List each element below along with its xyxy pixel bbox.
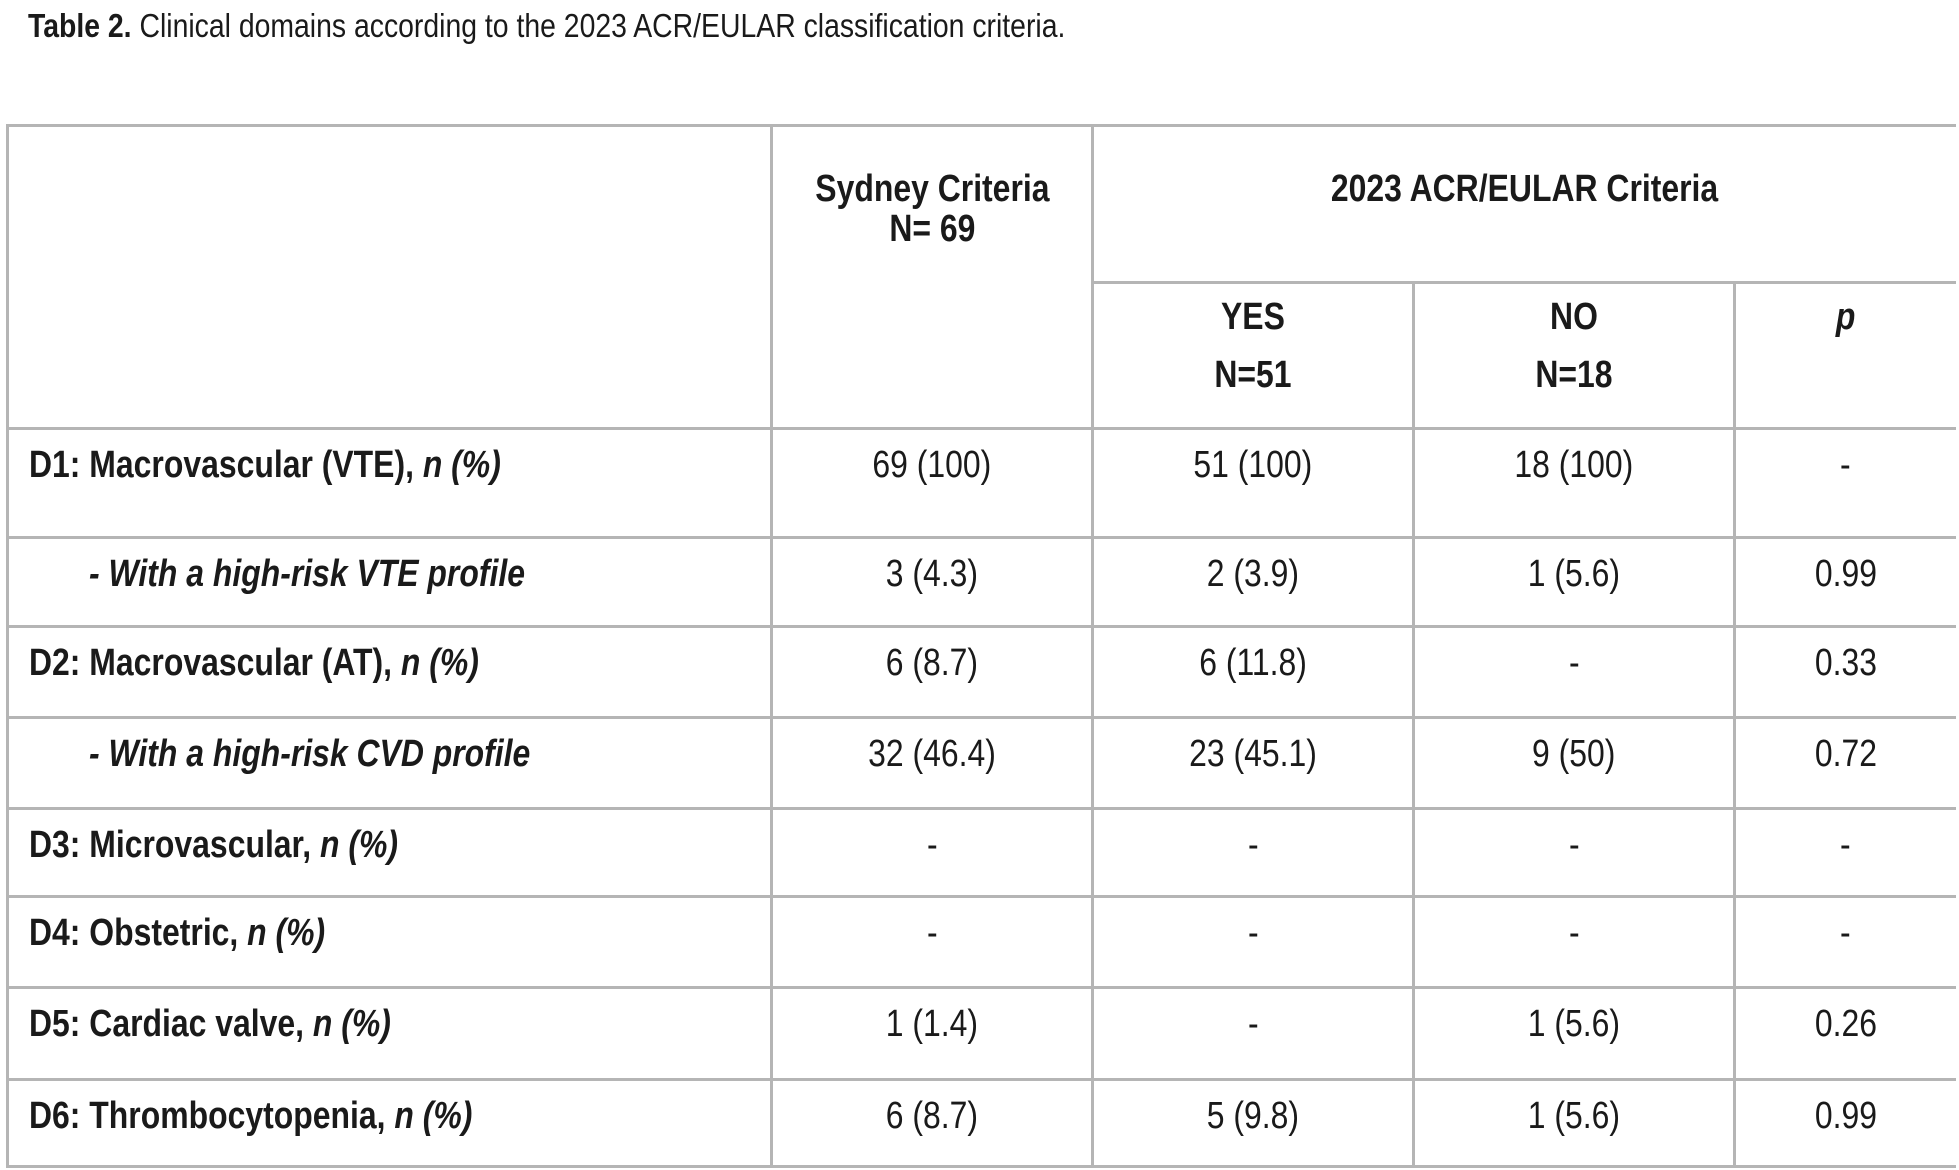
cell-p: - bbox=[1732, 895, 1956, 989]
cell-no: - bbox=[1412, 895, 1736, 989]
table-row: D4: Obstetric, n (%) - - - - bbox=[6, 895, 1956, 989]
cell-no: 1 (5.6) bbox=[1412, 1078, 1736, 1168]
table-row: D1: Macrovascular (VTE), n (%) 69 (100) … bbox=[6, 427, 1956, 539]
header-yes-n: N=51 bbox=[1214, 354, 1292, 396]
cell-sydney: - bbox=[770, 895, 1094, 989]
header-sydney: Sydney Criteria N= 69 bbox=[770, 124, 1094, 430]
row-label: D3: Microvascular, n (%) bbox=[6, 807, 773, 898]
cell-no: 1 (5.6) bbox=[1412, 986, 1736, 1081]
row-label: D1: Macrovascular (VTE), n (%) bbox=[6, 427, 773, 539]
cell-yes: 5 (9.8) bbox=[1091, 1078, 1415, 1168]
header-yes-title: YES bbox=[1221, 296, 1285, 338]
row-label: D5: Cardiac valve, n (%) bbox=[6, 986, 773, 1081]
cell-p: - bbox=[1732, 807, 1956, 898]
cell-sydney: 32 (46.4) bbox=[770, 716, 1094, 810]
header-acr-eular-title: 2023 ACR/EULAR Criteria bbox=[1331, 168, 1719, 210]
cell-sydney: 69 (100) bbox=[770, 427, 1094, 539]
clinical-domains-table: Sydney Criteria N= 69 2023 ACR/EULAR Cri… bbox=[6, 124, 1956, 1168]
header-yes: YES N=51 bbox=[1091, 281, 1415, 430]
header-sydney-title: Sydney Criteria bbox=[814, 168, 1050, 210]
table-row: - With a high-risk VTE profile 3 (4.3) 2… bbox=[6, 536, 1956, 628]
table-caption-label: Table 2. bbox=[28, 7, 132, 44]
cell-yes: 23 (45.1) bbox=[1091, 716, 1415, 810]
header-no: NO N=18 bbox=[1412, 281, 1736, 430]
cell-yes: 51 (100) bbox=[1091, 427, 1415, 539]
cell-yes: 2 (3.9) bbox=[1091, 536, 1415, 628]
table-row: D5: Cardiac valve, n (%) 1 (1.4) - 1 (5.… bbox=[6, 986, 1956, 1081]
cell-p: - bbox=[1732, 427, 1956, 539]
cell-p: 0.26 bbox=[1732, 986, 1956, 1081]
cell-no: 9 (50) bbox=[1412, 716, 1736, 810]
header-no-n: N=18 bbox=[1535, 354, 1613, 396]
cell-no: - bbox=[1412, 625, 1736, 719]
table-row: - With a high-risk CVD profile 32 (46.4)… bbox=[6, 716, 1956, 810]
cell-sydney: - bbox=[770, 807, 1094, 898]
table-row: D2: Macrovascular (AT), n (%) 6 (8.7) 6 … bbox=[6, 625, 1956, 719]
table-caption-text: Clinical domains according to the 2023 A… bbox=[131, 7, 1066, 44]
cell-no: - bbox=[1412, 807, 1736, 898]
cell-p: 0.72 bbox=[1732, 716, 1956, 810]
row-label: D6: Thrombocytopenia, n (%) bbox=[6, 1078, 773, 1168]
cell-yes: 6 (11.8) bbox=[1091, 625, 1415, 719]
header-sydney-n: N= 69 bbox=[888, 208, 976, 250]
cell-yes: - bbox=[1091, 807, 1415, 898]
header-p: p bbox=[1732, 281, 1956, 430]
table-caption: Table 2. Clinical domains according to t… bbox=[28, 4, 1065, 48]
cell-p: 0.99 bbox=[1732, 536, 1956, 628]
cell-no: 18 (100) bbox=[1412, 427, 1736, 539]
cell-sydney: 6 (8.7) bbox=[770, 625, 1094, 719]
header-empty-cell bbox=[6, 124, 773, 430]
table-row: D6: Thrombocytopenia, n (%) 6 (8.7) 5 (9… bbox=[6, 1078, 1956, 1168]
row-label: D4: Obstetric, n (%) bbox=[6, 895, 773, 989]
cell-p: 0.99 bbox=[1732, 1078, 1956, 1168]
row-label: - With a high-risk CVD profile bbox=[6, 716, 773, 810]
header-acr-eular: 2023 ACR/EULAR Criteria bbox=[1090, 124, 1956, 284]
cell-sydney: 3 (4.3) bbox=[770, 536, 1094, 628]
row-label: D2: Macrovascular (AT), n (%) bbox=[6, 625, 773, 719]
cell-p: 0.33 bbox=[1732, 625, 1956, 719]
cell-yes: - bbox=[1091, 986, 1415, 1081]
cell-no: 1 (5.6) bbox=[1412, 536, 1736, 628]
header-no-title: NO bbox=[1550, 296, 1598, 338]
row-label: - With a high-risk VTE profile bbox=[6, 536, 773, 628]
cell-yes: - bbox=[1091, 895, 1415, 989]
cell-sydney: 1 (1.4) bbox=[770, 986, 1094, 1081]
table-row: D3: Microvascular, n (%) - - - - bbox=[6, 807, 1956, 898]
cell-sydney: 6 (8.7) bbox=[770, 1078, 1094, 1168]
